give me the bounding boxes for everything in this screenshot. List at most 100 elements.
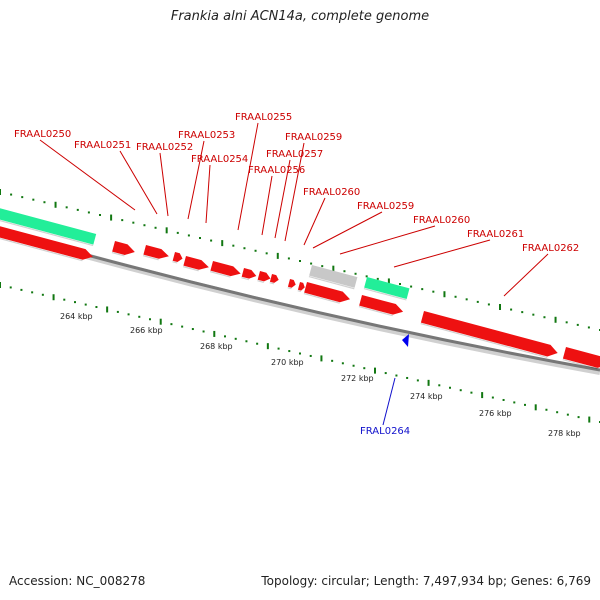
scale-label: 274 kbp [410,392,443,401]
inner-tick-minor-tick [95,306,98,309]
inner-tick-minor-tick [149,318,151,321]
outer-tick-minor-tick [310,262,313,265]
outer-tick-minor-tick [287,257,290,260]
outer-tick-minor-tick [76,208,79,211]
inner-tick-minor-tick [524,403,526,406]
outer-tick-minor-tick [343,270,346,273]
outer-tick-minor-tick [121,219,124,222]
rna-feature-shape [0,205,97,245]
inner-tick-major-tick [159,318,162,325]
other-feature-shade [308,276,355,290]
outer-tick-major-tick [0,189,1,195]
rna-feature [0,205,97,247]
backbone [0,229,600,375]
outer-tick-major-tick [221,240,224,247]
inner-tick-major-tick [213,330,216,337]
inner-tick-minor-tick [556,411,559,414]
inner-tick-minor-tick [299,352,301,355]
cds-arrow-shade [269,282,275,285]
inner-tick-minor-tick [84,303,87,306]
inner-tick-minor-tick [309,354,312,357]
outer-tick-major-tick [54,201,57,208]
outer-tick-minor-tick [587,326,590,329]
label-leader-lines [39,122,549,426]
inner-tick-major-tick [0,282,1,288]
outer-tick-minor-tick [321,265,324,268]
inner-tick-minor-tick [191,328,194,331]
reverse-feature-label: FRAL0264 [360,426,410,437]
cds-arrow-shade [287,287,292,290]
cds-arrow-shape [304,282,351,303]
inner-tick-minor-tick [470,391,473,394]
inner-tick-minor-tick [41,293,44,296]
inner-tick-minor-tick [181,325,184,328]
forward-feature-label: FRAAL0250 [14,129,71,140]
cds-arrow [257,271,271,283]
rna-feature-shade [363,288,407,301]
forward-feature-label: FRAAL0252 [136,142,193,153]
inner-tick-minor-tick [224,335,226,338]
inner-tick-major-tick [106,306,109,313]
inner-tick-minor-tick [331,359,334,362]
outer-tick-minor-tick [565,321,568,324]
cds-arrow-shade [182,266,199,272]
inner-tick-minor-tick [449,386,451,389]
inner-tick-minor-tick [277,347,280,350]
cds-arrow [297,282,305,293]
outer-tick-major-tick [499,304,501,310]
outer-tick-minor-tick [65,206,68,209]
inner-tick-minor-tick [416,379,419,382]
cds-arrow-shade [209,271,231,278]
cds-arrow-shape [287,279,296,288]
forward-label-leader [237,122,259,231]
outer-tick-minor-tick [532,313,535,316]
cds-arrow-shape [297,282,305,291]
forward-label-leader [39,139,136,211]
forward-label-leader [159,152,169,217]
outer-tick-minor-tick [154,226,157,229]
forward-feature-label: FRAAL0254 [191,154,248,165]
cds-arrow-shade [0,234,83,262]
cds-arrow-shape [562,347,600,368]
cds-arrow [287,279,296,290]
inner-tick-minor-tick [363,367,366,370]
scale-labels: 264 kbp 266 kbp 268 kbp 270 kbp 272 kbp 274 k… [60,312,581,438]
cds-arrow [111,241,135,257]
outer-tick-minor-tick [510,308,513,311]
outer-tick-minor-tick [454,295,457,298]
forward-label-leader [503,253,549,297]
cds-arrow [303,282,351,304]
scale-label: 278 kbp [548,429,581,438]
forward-feature-label: FRAAL0251 [74,140,131,151]
forward-label-leader [312,211,383,249]
outer-tick-minor-tick [354,272,357,275]
outer-tick-major-tick [443,291,446,298]
cds-arrow-shade [111,252,125,257]
forward-label-leader [284,142,305,242]
inner-tick-minor-tick [406,376,409,379]
cds-arrow [0,223,93,262]
forward-feature-label: FRAAL0257 [266,149,323,160]
scale-label: 264 kbp [60,312,93,321]
inner-tick-major-tick [427,379,430,386]
forward-feature-label: FRAAL0253 [178,130,235,141]
outer-tick-minor-tick [32,198,35,201]
outer-tick-minor-tick [365,275,368,278]
backbone-line [0,229,600,372]
forward-feature-label: FRAAL0256 [248,165,305,176]
inner-tick-minor-tick [288,350,291,353]
cds-arrow-shape [0,223,93,260]
outer-tick-minor-tick [399,283,401,285]
inner-tick-minor-tick [170,323,173,326]
inner-tick-major-tick [374,367,376,374]
inner-tick-minor-tick [63,298,66,301]
cds-arrow-shade [358,306,393,317]
outer-tick-minor-tick [10,193,13,196]
cds-arrow [358,295,404,317]
forward-feature-label: FRAAL0262 [522,243,579,254]
inner-tick-major-tick [320,355,323,362]
outer-tick-minor-tick [543,316,546,319]
forward-label-leader [119,150,158,215]
cds-arrow-shape [420,311,558,357]
